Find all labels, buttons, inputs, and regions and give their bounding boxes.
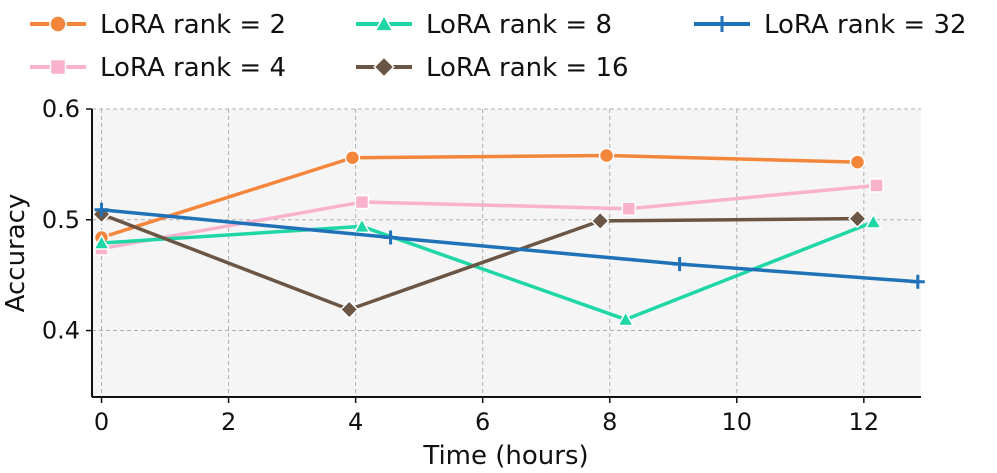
legend-swatch-marker (713, 15, 731, 33)
series-layer (91, 147, 925, 327)
legend-swatch-marker (374, 13, 394, 32)
data-point (598, 147, 615, 164)
data-point (339, 299, 359, 320)
data-point (94, 202, 109, 217)
legend-swatch-marker (49, 15, 67, 33)
series-line (101, 183, 877, 251)
data-point (869, 178, 884, 193)
data-point (353, 217, 371, 234)
data-point (910, 274, 925, 289)
legend: LoRA rank = 2 LoRA rank = 4 LoRA rank = 8 L… (30, 10, 967, 83)
x-tick-label: 0 (94, 408, 109, 436)
y-tick-label: 0.6 (42, 95, 80, 123)
data-point (344, 149, 361, 166)
legend-label: LoRA rank = 2 (100, 10, 286, 40)
series-line (100, 212, 858, 312)
data-point (92, 233, 111, 250)
x-tick-label: 8 (602, 408, 617, 436)
ticks: 0 2 4 6 8 10 12 0.4 0.5 0.6 (42, 95, 879, 436)
legend-label: LoRA rank = 32 (764, 10, 967, 40)
data-point (672, 257, 687, 272)
legend-item: LoRA rank = 16 (356, 53, 629, 83)
data-point (864, 212, 883, 229)
legend-swatch-marker (49, 58, 67, 76)
data-point (383, 230, 398, 245)
series-5 (94, 202, 925, 289)
x-tick-label: 2 (221, 408, 236, 436)
data-point (849, 154, 866, 170)
x-tick-label: 4 (348, 408, 363, 436)
data-point (616, 310, 635, 327)
x-tick-label: 10 (722, 408, 753, 436)
y-axis-title: Accuracy (1, 194, 31, 313)
data-point (354, 194, 370, 210)
y-tick-label: 0.4 (42, 317, 80, 345)
series-line (100, 153, 858, 240)
data-point (621, 201, 637, 216)
legend-label: LoRA rank = 16 (426, 53, 629, 83)
legend-label: LoRA rank = 4 (100, 53, 286, 83)
legend-item: LoRA rank = 4 (30, 53, 286, 83)
data-point (590, 211, 610, 231)
series-line (101, 208, 918, 284)
x-tick-label: 12 (849, 408, 880, 436)
legend-item: LoRA rank = 8 (356, 10, 612, 40)
legend-item: LoRA rank = 2 (30, 10, 286, 40)
legend-item: LoRA rank = 32 (694, 10, 967, 40)
legend-label: LoRA rank = 8 (426, 10, 612, 40)
legend-swatch-marker (373, 56, 395, 78)
x-tick-label: 6 (475, 408, 490, 436)
data-point (847, 209, 868, 229)
x-axis-title: Time (hours) (422, 441, 588, 471)
y-tick-label: 0.5 (42, 206, 80, 234)
